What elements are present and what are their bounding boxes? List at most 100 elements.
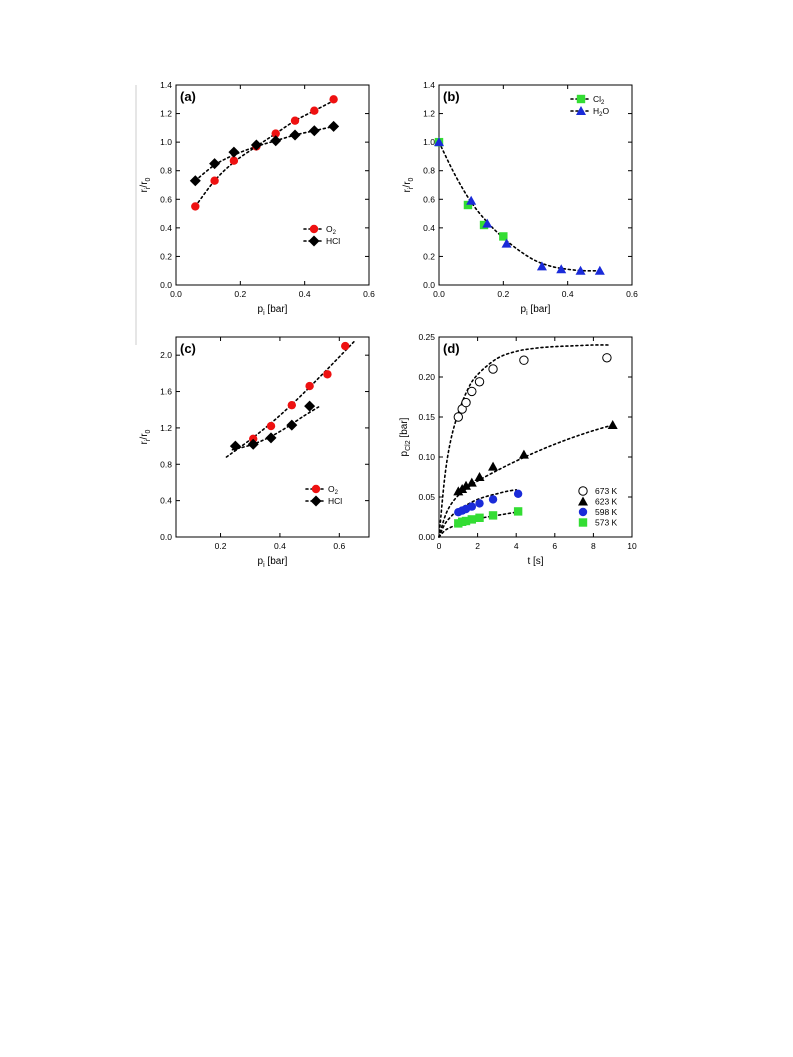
data-point [556, 264, 567, 274]
data-point [250, 139, 262, 151]
y-axis-label-sub2: 0 [408, 177, 415, 181]
legend-marker [576, 106, 586, 115]
x-tick-label: 0.6 [363, 289, 375, 299]
plot-frame [438, 336, 633, 538]
legend-marker [578, 518, 588, 527]
x-axis-label-main: t [s] [527, 556, 543, 567]
y-tick-label: 1.0 [160, 137, 172, 147]
data-point [229, 440, 241, 452]
y-tick-label: 0.2 [160, 251, 172, 261]
data-point [310, 106, 319, 115]
y-axis-label-sub2: 0 [145, 429, 152, 433]
data-point [519, 355, 529, 365]
x-tick-label: 0.0 [433, 289, 445, 299]
y-axis-label-sub: Cl2 [405, 440, 412, 451]
legend-label: Cl2 [593, 94, 605, 106]
data-point [189, 175, 201, 187]
data-point [453, 412, 463, 422]
data-point [607, 420, 618, 429]
y-tick-label: 1.2 [423, 109, 435, 119]
data-point [289, 129, 301, 141]
data-point [210, 176, 219, 185]
data-point [265, 432, 277, 444]
data-point [513, 507, 523, 516]
x-tick-label: 0.0 [170, 289, 182, 299]
data-point [304, 400, 316, 412]
y-axis-label-main: r [402, 188, 413, 192]
data-point [602, 353, 612, 363]
y-axis-label-main: p [399, 450, 410, 456]
legend-label-main: 598 K [595, 507, 618, 517]
y-tick-label: 0.20 [418, 372, 435, 382]
x-tick-label: 10 [627, 541, 637, 551]
data-point [466, 195, 477, 205]
legend-label: O2 [326, 224, 337, 236]
y-tick-label: 0.6 [423, 194, 435, 204]
data-point [536, 261, 547, 271]
x-axis-label-main: p [521, 304, 527, 315]
data-point [453, 486, 464, 496]
data-point [329, 95, 338, 104]
fit-line-o [225, 340, 355, 458]
data-point [228, 146, 240, 158]
data-point [488, 511, 498, 520]
y-tick-label: 1.6 [160, 387, 172, 397]
legend-label-sub: 2 [601, 100, 605, 106]
x-axis-label: t [s] [527, 556, 543, 567]
y-tick-label: 0.8 [423, 166, 435, 176]
data-point [287, 400, 296, 410]
x-axis-label: pi [bar] [258, 304, 288, 317]
data-point [488, 461, 499, 471]
data-point [191, 202, 200, 211]
x-axis-label-main: p [258, 304, 264, 315]
data-point [305, 381, 314, 391]
data-point [434, 137, 444, 147]
legend-marker [578, 507, 588, 517]
y-tick-label: 0.2 [423, 251, 435, 261]
legend-marker [576, 94, 586, 104]
data-point [518, 449, 529, 459]
data-point [461, 397, 471, 408]
y-axis-label-rest: /r [139, 181, 150, 188]
x-tick-label: 8 [591, 541, 596, 551]
x-tick-label: 0.4 [562, 289, 574, 299]
legend-label-sub: 2 [333, 230, 337, 236]
y-tick-label: 0.10 [418, 452, 435, 462]
x-axis-label-rest: [bar] [265, 556, 288, 567]
y-tick-label: 1.0 [423, 137, 435, 147]
legend-label: 623 K [595, 497, 618, 507]
plot-frame [175, 84, 370, 286]
data-point [229, 156, 239, 165]
data-point [247, 438, 259, 450]
data-point [266, 421, 276, 431]
x-tick-label: 2 [475, 541, 480, 551]
legend-label: O2 [328, 484, 339, 496]
data-point [466, 477, 477, 487]
legend-marker [308, 235, 320, 247]
legend-marker [309, 224, 319, 234]
y-axis-label-sub: i [145, 439, 152, 441]
data-point [341, 341, 350, 351]
legend-label-main: Cl [593, 94, 601, 104]
legend-label-main: HCl [326, 236, 340, 246]
data-point [575, 265, 586, 275]
data-point [594, 265, 605, 275]
plot-frame [438, 84, 633, 286]
legend-label-main: O [328, 484, 335, 494]
x-tick-label: 0.6 [333, 541, 345, 551]
data-point [209, 158, 221, 170]
y-tick-label: 1.4 [160, 80, 172, 90]
legend-label-main: 573 K [595, 518, 618, 528]
y-tick-label: 1.4 [423, 80, 435, 90]
data-point [474, 472, 485, 481]
panel-c: 0.2 0.4 0.60.00.40.81.21.62.0pi [bar]ri/r0… [139, 336, 370, 569]
y-axis-label-rest: /r [139, 433, 150, 440]
data-point [499, 232, 508, 241]
legend-label-main: 673 K [595, 486, 618, 496]
y-tick-label: 0.0 [423, 280, 435, 290]
panel-label: (a) [180, 89, 196, 104]
y-tick-label: 0.4 [423, 223, 435, 233]
panel-a: 0.0 0.2 0.4 0.60.00.20.40.60.81.01.21.4pi [… [139, 80, 375, 317]
x-axis-label-sub: i [263, 562, 265, 569]
fit-line-o [194, 99, 335, 208]
